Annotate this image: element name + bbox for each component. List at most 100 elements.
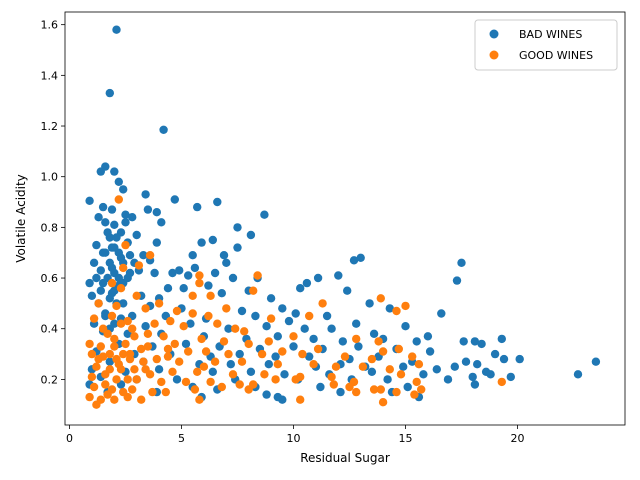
bad-wine-point [313,273,323,283]
bad-wine-point [184,271,193,280]
good-wine-point [105,365,115,374]
bad-wine-point [96,286,106,295]
bad-wine-point [477,339,486,349]
bad-wine-point [150,268,159,278]
good-wine-point [94,299,103,308]
good-wine-point [137,344,146,354]
bad-wine-point [179,284,188,293]
good-wine-point [119,387,128,397]
good-wine-point [313,344,323,354]
good-wine-point [392,306,401,316]
bad-wine-point [461,357,471,366]
bad-wine-point [322,311,332,321]
bad-wine-point [87,291,97,300]
good-wine-point [96,342,106,351]
good-wine-point [235,380,244,389]
bad-wine-point [101,248,110,257]
legend-entries: BAD WINES GOOD WINES [489,28,593,62]
good-wine-point [139,357,148,366]
bad-wine-point [92,273,101,283]
points-layer [85,25,601,409]
good-wine-point [417,385,426,394]
y-tick-label: 0.4 [41,323,59,336]
bad-wine-point [224,324,233,333]
bad-wine-point [125,268,135,278]
good-wine-point [394,344,403,354]
good-wine-point [222,304,231,313]
legend: BAD WINES GOOD WINES [474,19,618,71]
bad-wine-point [273,392,282,402]
good-wine-point [112,354,121,364]
good-wine-point [396,370,406,379]
good-wine-point [128,385,137,394]
good-wine-point [145,370,155,379]
bad-wine-point [251,311,260,321]
bad-wine-point [300,324,309,333]
bad-wine-point [170,195,179,204]
bad-wine-point [401,322,410,331]
bad-wine-point [163,284,173,293]
good-wine-point [175,357,184,366]
good-wine-point [168,367,177,376]
bad-wine-point [459,337,468,346]
bad-wine-point [289,342,298,351]
bad-wine-point [280,370,289,379]
good-wine-point [89,314,99,323]
bad-wine-point [336,387,345,397]
bad-wine-point [591,357,601,366]
x-tick-label: 5 [178,432,185,445]
y-tick-label: 1.0 [41,171,59,184]
good-wine-point [114,195,124,204]
bad-wine-point [159,125,168,134]
good-wine-point [184,347,193,356]
good-wine-point [195,271,204,280]
good-wine-point [188,309,197,318]
bad-wine-point [305,352,314,361]
bad-wine-point [343,286,352,295]
good-wine-point [376,385,385,394]
good-wine-point [219,337,229,346]
good-wine-point [257,349,267,359]
bad-wine-point [437,309,446,318]
bad-wine-point [98,278,108,288]
bad-wine-point [284,316,294,326]
good-wine-point [105,349,115,359]
bad-wine-point [85,196,94,205]
good-wine-point [228,370,238,379]
bad-wine-point [419,370,428,379]
bad-wine-point [210,268,220,278]
good-wine-point [253,271,262,280]
bad-wine-point [204,281,213,290]
good-wine-point [92,400,101,409]
x-tick-label: 20 [510,432,524,445]
good-wine-point [116,284,126,293]
good-wine-point [331,362,341,371]
bad-wine-point [107,263,117,273]
good-wine-point [318,299,327,308]
legend-marker [489,50,499,60]
bad-wine-point [208,367,217,376]
x-axis: 0 5 10 15 20 [66,425,524,445]
good-wine-point [188,291,197,300]
good-wine-point [309,360,318,369]
bad-wine-point [515,354,524,364]
good-wine-point [121,240,130,250]
bad-wine-point [107,243,117,252]
good-wine-point [345,382,354,392]
good-wine-point [166,316,175,326]
bad-wine-point [432,365,441,374]
good-wine-point [107,278,117,288]
bad-wine-point [98,202,108,212]
good-wine-point [172,306,182,316]
good-wine-point [237,357,247,366]
good-wine-point [210,357,220,366]
good-wine-point [206,377,215,387]
good-wine-point [159,332,168,341]
good-wine-point [119,349,128,359]
bad-wine-point [271,352,280,361]
legend-marker [489,29,499,39]
bad-wine-point [383,375,392,384]
bad-wine-point [94,213,103,222]
bad-wine-point [262,390,271,399]
bad-wine-point [302,278,312,288]
